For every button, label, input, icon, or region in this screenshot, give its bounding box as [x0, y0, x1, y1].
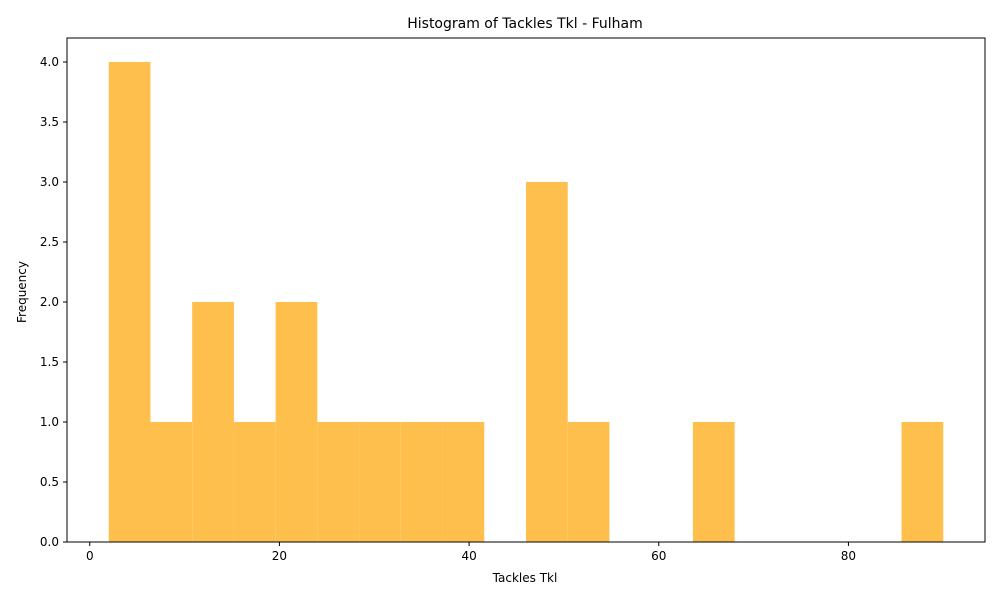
y-axis-ticks: 0.0 0.5 1.0 1.5 2.0 2.5 3.0 3.5 4.0 [40, 55, 67, 549]
y-tick-label: 1.0 [40, 415, 59, 429]
histogram-bar [400, 422, 443, 542]
y-tick-label: 2.0 [40, 295, 59, 309]
histogram-bar [526, 182, 568, 542]
histogram-bar [901, 422, 944, 542]
x-tick-label: 60 [651, 549, 666, 563]
y-tick-label: 4.0 [40, 55, 59, 69]
plot-frame [66, 37, 986, 543]
histogram-bar [150, 422, 193, 542]
y-axis-label: Frequency [15, 261, 29, 323]
histogram-bar [359, 422, 401, 542]
chart-title: Histogram of Tackles Tkl - Fulham [407, 16, 643, 32]
x-axis-label: Tackles Tkl [492, 571, 558, 585]
x-tick-label: 40 [461, 549, 476, 563]
y-tick-label: 2.5 [40, 235, 59, 249]
histogram-bar [567, 422, 610, 542]
histogram-bar [192, 302, 234, 542]
bars-group [108, 62, 944, 542]
y-tick-label: 1.5 [40, 355, 59, 369]
histogram-bar [108, 62, 151, 542]
y-tick-label: 0.0 [40, 535, 59, 549]
x-tick-label: 80 [841, 549, 856, 563]
y-tick-label: 3.0 [40, 175, 59, 189]
histogram-bar [233, 422, 276, 542]
histogram-bar [275, 302, 318, 542]
histogram-bar [442, 422, 485, 542]
histogram-bar [692, 422, 735, 542]
x-axis-ticks: 0 20 40 60 80 [86, 542, 856, 563]
y-tick-label: 3.5 [40, 115, 59, 129]
x-tick-label: 20 [272, 549, 287, 563]
y-tick-label: 0.5 [40, 475, 59, 489]
histogram-bar [317, 422, 360, 542]
x-tick-label: 0 [86, 549, 94, 563]
